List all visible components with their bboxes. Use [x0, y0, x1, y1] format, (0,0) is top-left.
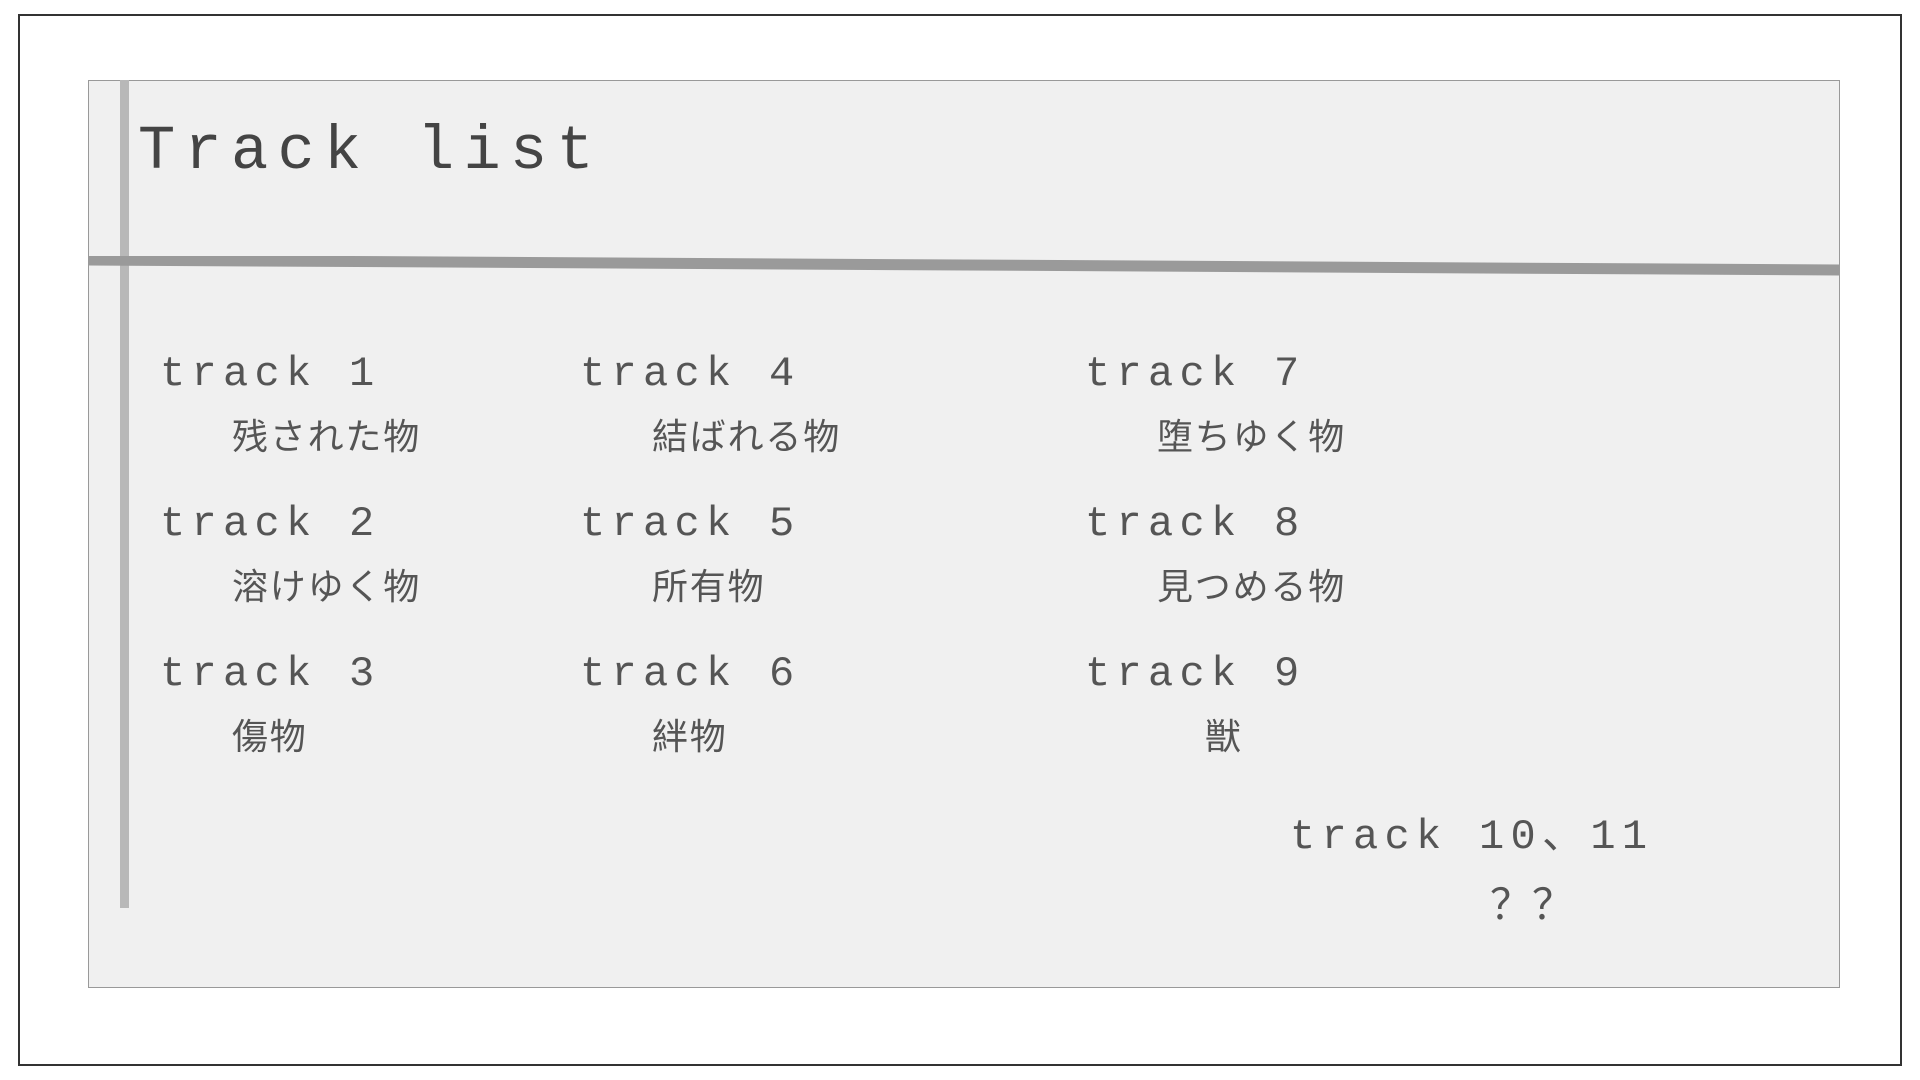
track-label: track 4 [580, 350, 841, 398]
track-label: track 8 [1085, 500, 1346, 548]
track-title: 堕ちゆく物 [1157, 408, 1346, 460]
track-label: track 5 [580, 500, 801, 548]
track-title: 絆物 [652, 708, 801, 760]
track-label: track 3 [160, 650, 381, 698]
track-title: 見つめる物 [1157, 558, 1346, 610]
track-label: track 2 [160, 500, 421, 548]
track-title: 傷物 [232, 708, 381, 760]
track-5: track 5 所有物 [580, 500, 801, 610]
track-bonus: track 10、11 ？？ [1290, 800, 1653, 932]
track-title: 結ばれる物 [652, 408, 841, 460]
track-1: track 1 残された物 [160, 350, 421, 460]
track-label: track 1 [160, 350, 421, 398]
track-3: track 3 傷物 [160, 650, 381, 760]
horizontal-rule [88, 256, 1840, 276]
track-7: track 7 堕ちゆく物 [1085, 350, 1346, 460]
track-title: 残された物 [232, 408, 421, 460]
track-title: ？？ [1490, 871, 1653, 932]
track-9: track 9 獣 [1085, 650, 1306, 760]
track-6: track 6 絆物 [580, 650, 801, 760]
track-label: track 10、11 [1290, 800, 1653, 861]
track-title: 所有物 [652, 558, 801, 610]
track-title: 溶けゆく物 [232, 558, 421, 610]
page-title: Track list [138, 116, 603, 187]
track-8: track 8 見つめる物 [1085, 500, 1346, 610]
track-label: track 7 [1085, 350, 1346, 398]
track-title: 獣 [1205, 708, 1306, 760]
track-4: track 4 結ばれる物 [580, 350, 841, 460]
vertical-rule [120, 80, 129, 908]
track-label: track 9 [1085, 650, 1306, 698]
track-label: track 6 [580, 650, 801, 698]
track-2: track 2 溶けゆく物 [160, 500, 421, 610]
